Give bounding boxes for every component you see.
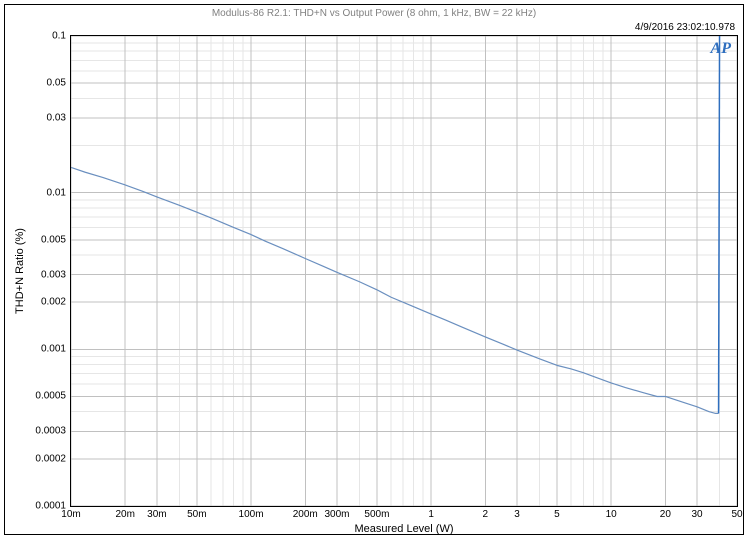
x-tick-label: 30m xyxy=(147,509,166,520)
chart-frame: Modulus-86 R2.1: THD+N vs Output Power (… xyxy=(4,4,744,535)
y-axis-label: THD+N Ratio (%) xyxy=(14,228,26,314)
x-tick-label: 300m xyxy=(324,509,349,520)
ap-logo-icon: AP xyxy=(711,40,731,58)
x-tick-label: 5 xyxy=(554,509,560,520)
x-tick-label: 50m xyxy=(187,509,206,520)
x-tick-label: 50 xyxy=(731,509,742,520)
y-tick-label: 0.01 xyxy=(47,187,66,198)
y-tick-label: 0.002 xyxy=(41,297,66,308)
x-tick-label: 20m xyxy=(115,509,134,520)
plot-area: AP 0.00010.00020.00030.00050.0010.0020.0… xyxy=(70,35,738,507)
x-tick-label: 3 xyxy=(514,509,520,520)
x-tick-label: 10m xyxy=(61,509,80,520)
x-tick-label: 500m xyxy=(364,509,389,520)
chart-timestamp: 4/9/2016 23:02:10.978 xyxy=(635,22,735,33)
y-tick-label: 0.03 xyxy=(47,112,66,123)
y-tick-label: 0.0005 xyxy=(35,391,66,402)
y-tick-label: 0.005 xyxy=(41,234,66,245)
y-tick-label: 0.05 xyxy=(47,78,66,89)
x-tick-label: 2 xyxy=(483,509,489,520)
y-tick-label: 0.0002 xyxy=(35,453,66,464)
x-tick-label: 100m xyxy=(239,509,264,520)
x-tick-label: 10 xyxy=(606,509,617,520)
chart-title: Modulus-86 R2.1: THD+N vs Output Power (… xyxy=(5,8,743,19)
x-tick-label: 200m xyxy=(293,509,318,520)
y-tick-label: 0.001 xyxy=(41,344,66,355)
y-tick-label: 0.1 xyxy=(52,31,66,42)
y-tick-label: 0.0003 xyxy=(35,426,66,437)
y-tick-label: 0.003 xyxy=(41,269,66,280)
x-tick-label: 30 xyxy=(691,509,702,520)
plot-svg xyxy=(71,36,737,506)
x-tick-label: 1 xyxy=(428,509,434,520)
x-axis-label: Measured Level (W) xyxy=(354,523,453,535)
x-tick-label: 20 xyxy=(660,509,671,520)
